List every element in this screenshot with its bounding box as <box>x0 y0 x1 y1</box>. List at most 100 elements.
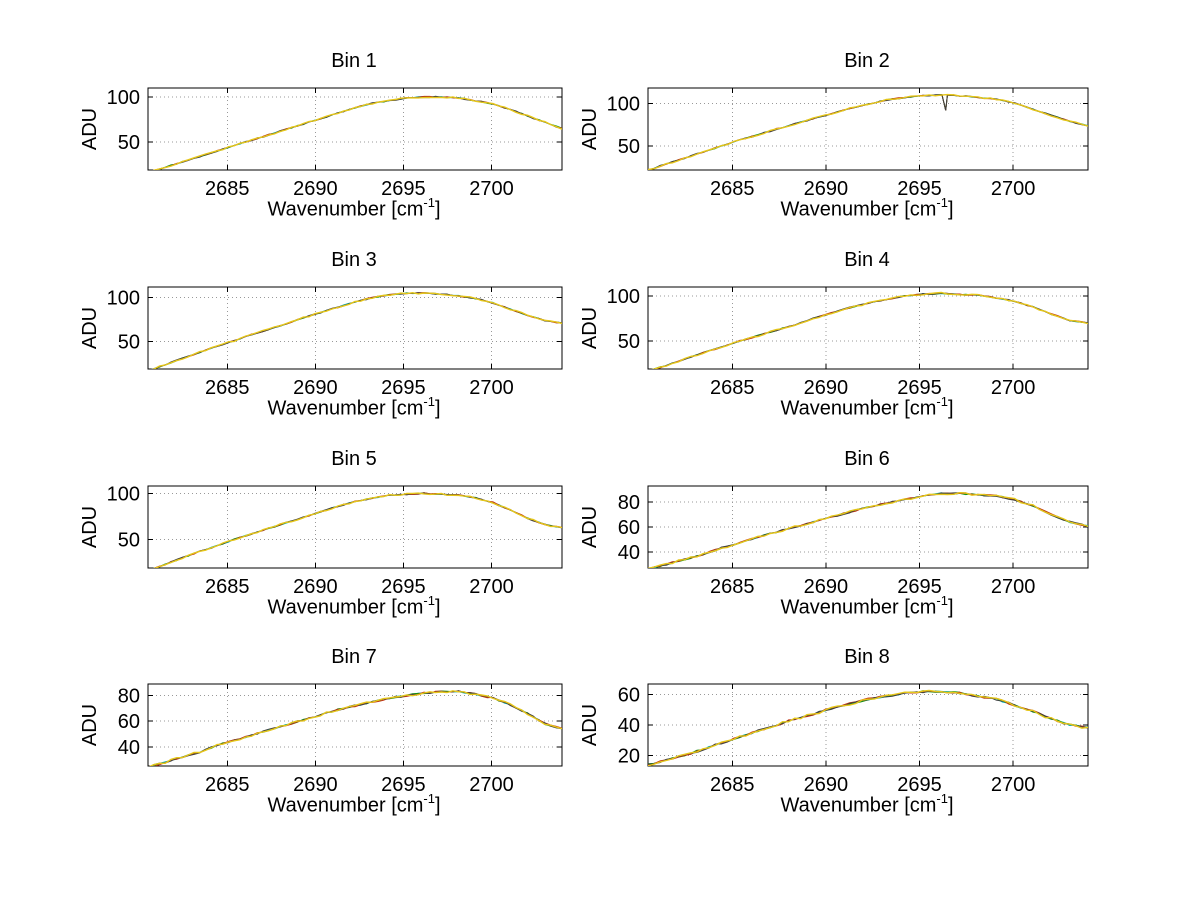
subplot-bin-7: Bin 7 ADU 2685 2690 2695 2700 40 60 80 Wavenum… <box>38 646 570 844</box>
x-axis-label: Wavenumber [cm-1] <box>648 394 1086 425</box>
x-axis-label: Wavenumber [cm-1] <box>148 791 560 822</box>
x-tick-label: 2695 <box>897 178 942 200</box>
trace-line <box>153 492 562 568</box>
trace-line <box>151 292 562 369</box>
x-axis-label-bracket: ] <box>434 198 441 221</box>
x-tick-label: 2700 <box>991 377 1036 399</box>
plot-canvas-bin-3: 2685 2690 2695 2700 50 100 <box>107 286 563 399</box>
y-tick-label: 60 <box>618 685 640 707</box>
subplot-bin-6: Bin 6 ADU 2685 2690 2695 2700 40 60 80 Wavenum… <box>538 448 1096 646</box>
x-axis-label-bracket: ] <box>947 794 954 817</box>
subplot-title: Bin 8 <box>844 646 890 668</box>
x-axis-label-text: Wavenumber [cm <box>267 397 424 420</box>
y-tick-label: 100 <box>607 286 640 308</box>
trace-line <box>648 491 1088 568</box>
subplot-bin-3: Bin 3 ADU 2685 2690 2695 2700 50 100 Wavenumb… <box>38 249 570 447</box>
trace-line <box>151 292 562 369</box>
x-tick-label: 2700 <box>991 774 1036 796</box>
x-axis-label-text: Wavenumber [cm <box>780 596 937 619</box>
subplot-title: Bin 4 <box>844 249 890 271</box>
x-axis-label: Wavenumber [cm-1] <box>648 791 1086 822</box>
axes-box <box>147 286 563 370</box>
plot-canvas-bin-8: 2685 2690 2695 2700 20 40 60 <box>618 683 1089 796</box>
x-tick-label: 2690 <box>804 377 849 399</box>
trace-line <box>652 292 1088 369</box>
y-tick-label: 50 <box>618 331 640 353</box>
x-axis-label-exponent: -1 <box>423 791 435 806</box>
x-axis-label-text: Wavenumber [cm <box>267 596 424 619</box>
x-tick-label: 2685 <box>710 178 755 200</box>
plot-canvas-bin-1: 2685 2690 2695 2700 50 100 <box>107 87 563 200</box>
axes-box <box>147 683 563 767</box>
x-tick-label: 2690 <box>293 377 338 399</box>
x-axis-label-exponent: -1 <box>423 394 435 409</box>
trace-line <box>648 690 1088 765</box>
axes-box <box>647 485 1089 569</box>
subplot-title: Bin 2 <box>844 50 890 72</box>
trace-line <box>151 292 562 369</box>
x-tick-label: 2700 <box>469 576 514 598</box>
x-axis-label-exponent: -1 <box>423 195 435 210</box>
trace-line <box>651 293 1088 369</box>
plot-canvas-bin-5: 2685 2690 2695 2700 50 100 <box>107 483 563 598</box>
x-tick-label: 2690 <box>804 576 849 598</box>
x-axis-label-exponent: -1 <box>936 593 948 608</box>
trace-line <box>650 492 1088 568</box>
y-tick-label: 60 <box>618 517 640 539</box>
y-tick-label: 60 <box>118 711 140 733</box>
x-axis-label-bracket: ] <box>434 596 441 619</box>
trace-line <box>152 690 562 766</box>
x-axis-label: Wavenumber [cm-1] <box>148 394 560 425</box>
x-tick-label: 2690 <box>804 774 849 796</box>
axes-box <box>647 286 1089 370</box>
x-tick-label: 2700 <box>469 377 514 399</box>
y-tick-label: 50 <box>118 132 140 154</box>
y-tick-label: 20 <box>618 745 640 767</box>
plot-canvas-bin-7: 2685 2690 2695 2700 40 60 80 <box>118 683 563 796</box>
trace-line <box>648 689 1088 766</box>
x-axis-label-text: Wavenumber [cm <box>267 794 424 817</box>
x-axis-label: Wavenumber [cm-1] <box>648 195 1086 226</box>
trace-line <box>648 93 1088 170</box>
x-axis-label-bracket: ] <box>947 198 954 221</box>
x-tick-label: 2700 <box>469 178 514 200</box>
x-tick-label: 2695 <box>897 774 942 796</box>
axes-box <box>647 87 1089 171</box>
x-axis-label-text: Wavenumber [cm <box>780 198 937 221</box>
y-tick-label: 100 <box>607 93 640 115</box>
x-tick-label: 2690 <box>804 178 849 200</box>
y-tick-label: 40 <box>618 715 640 737</box>
trace-line <box>152 690 562 766</box>
axes-box <box>147 485 563 569</box>
x-tick-label: 2690 <box>293 576 338 598</box>
y-tick-label: 100 <box>107 87 140 109</box>
plot-canvas-bin-6: 2685 2690 2695 2700 40 60 80 <box>618 485 1089 598</box>
y-tick-label: 40 <box>118 737 140 759</box>
y-tick-label: 80 <box>118 686 140 708</box>
subplot-title: Bin 6 <box>844 448 890 470</box>
y-tick-label: 40 <box>618 542 640 564</box>
x-tick-label: 2685 <box>205 774 250 796</box>
trace-line <box>153 690 562 766</box>
x-tick-label: 2685 <box>710 576 755 598</box>
subplot-bin-8: Bin 8 ADU 2685 2690 2695 2700 20 40 60 Wavenum… <box>538 646 1096 844</box>
y-tick-label: 100 <box>107 288 140 310</box>
axes-box <box>647 683 1089 767</box>
x-tick-label: 2685 <box>205 178 250 200</box>
x-tick-label: 2695 <box>381 576 426 598</box>
trace-line <box>652 492 1088 568</box>
x-tick-label: 2685 <box>710 774 755 796</box>
trace-line <box>153 492 562 568</box>
trace-line <box>648 94 1088 170</box>
x-tick-label: 2685 <box>710 377 755 399</box>
x-axis-label-exponent: -1 <box>936 791 948 806</box>
subplot-title: Bin 3 <box>331 249 377 271</box>
x-tick-label: 2695 <box>897 377 942 399</box>
trace-line <box>648 492 1088 568</box>
subplot-title: Bin 7 <box>331 646 377 668</box>
y-tick-label: 50 <box>118 529 140 551</box>
trace-line <box>648 690 1088 765</box>
x-tick-label: 2700 <box>991 178 1036 200</box>
trace-line <box>150 292 562 369</box>
